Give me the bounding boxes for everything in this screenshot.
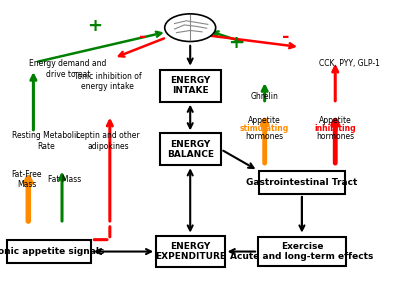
- FancyBboxPatch shape: [160, 133, 220, 165]
- Text: Energy demand and
drive to eat: Energy demand and drive to eat: [30, 60, 107, 79]
- Text: Leptin and other
adipokines: Leptin and other adipokines: [76, 131, 140, 151]
- Text: stimulating: stimulating: [240, 124, 289, 133]
- FancyBboxPatch shape: [258, 237, 346, 266]
- Text: Tonic inhibition of
energy intake: Tonic inhibition of energy intake: [74, 72, 142, 91]
- FancyBboxPatch shape: [160, 70, 220, 102]
- Text: Gastrointestinal Tract: Gastrointestinal Tract: [246, 178, 358, 187]
- Text: ENERGY
BALANCE: ENERGY BALANCE: [167, 140, 214, 159]
- Text: -: -: [282, 28, 290, 46]
- FancyBboxPatch shape: [259, 171, 345, 194]
- Text: Resting Metabolic
Rate: Resting Metabolic Rate: [12, 131, 80, 151]
- Text: hormones: hormones: [316, 132, 354, 141]
- Text: Exercise
Acute and long-term effects: Exercise Acute and long-term effects: [230, 242, 374, 261]
- Text: ENERGY
INTAKE: ENERGY INTAKE: [170, 76, 210, 95]
- Text: +: +: [87, 17, 102, 35]
- Text: Ghrelin: Ghrelin: [251, 92, 279, 101]
- Text: Appetite: Appetite: [319, 116, 352, 125]
- Text: CCK, PYY, GLP-1: CCK, PYY, GLP-1: [318, 59, 379, 68]
- FancyBboxPatch shape: [7, 240, 91, 263]
- FancyBboxPatch shape: [156, 236, 224, 267]
- Text: inhibiting: inhibiting: [314, 124, 356, 133]
- Text: Fat-Free
Mass: Fat-Free Mass: [12, 170, 42, 190]
- Ellipse shape: [165, 14, 216, 41]
- Text: hormones: hormones: [246, 132, 284, 141]
- Text: Tonic appetite signals: Tonic appetite signals: [0, 247, 105, 256]
- Text: Appetite: Appetite: [248, 116, 281, 125]
- Text: +: +: [228, 34, 243, 52]
- Text: Fat Mass: Fat Mass: [48, 175, 81, 184]
- Text: ENERGY
EXPENDITURE: ENERGY EXPENDITURE: [155, 242, 226, 261]
- Text: -: -: [140, 28, 147, 46]
